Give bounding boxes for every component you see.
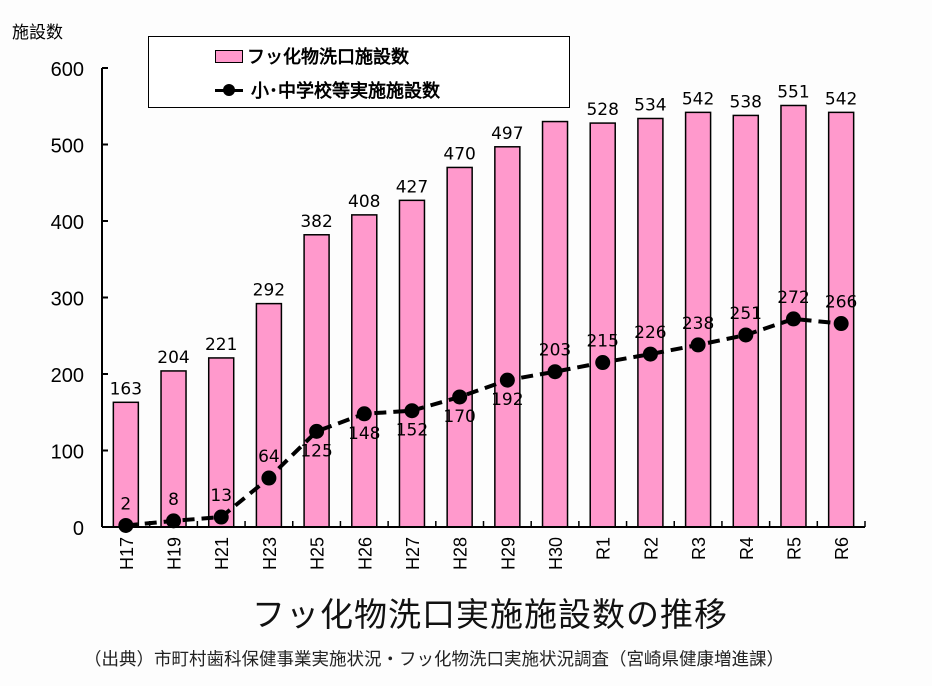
- y-tick-label: 600: [51, 59, 84, 81]
- line-value-label: 170: [443, 407, 475, 427]
- bar: [303, 234, 330, 528]
- line-value-label: 64: [258, 447, 280, 467]
- bar: [351, 214, 378, 528]
- bar: [255, 302, 283, 528]
- x-tick-label: R6: [832, 537, 852, 560]
- line-point: [356, 406, 372, 422]
- chart-source: （出典）市町村歯科保健事業実施状況・フッ化物洗口実施状況調査（宮崎県健康増進課）: [84, 650, 784, 670]
- bar-value-label: 382: [300, 212, 332, 232]
- line-point: [404, 403, 420, 419]
- x-tick-label: R3: [689, 537, 709, 560]
- line-value-label: 238: [682, 314, 714, 334]
- bar: [732, 114, 760, 528]
- bar-value-label: 204: [157, 348, 189, 368]
- bar-value-label: 163: [110, 379, 142, 399]
- chart-title-text: フッ化物洗口実施施設数の推移: [252, 595, 728, 634]
- bar: [112, 401, 140, 528]
- legend: フッ化物洗口施設数 小･中学校等実施施設数: [148, 36, 570, 108]
- bar-value-label: 538: [730, 92, 762, 112]
- x-tick-label: H28: [451, 537, 471, 570]
- line-value-label: 148: [348, 424, 380, 444]
- x-tick-label: R4: [737, 537, 757, 560]
- legend-item-bars: フッ化物洗口施設数: [215, 43, 409, 69]
- line-point: [690, 337, 706, 353]
- line-value-label: 272: [777, 288, 809, 308]
- x-tick-label: H23: [260, 537, 280, 570]
- line-point: [595, 355, 611, 371]
- x-tick-label: H27: [403, 537, 423, 570]
- line-point: [118, 517, 134, 533]
- line-point: [452, 389, 468, 405]
- line-value-label: 215: [586, 332, 618, 352]
- line-point: [738, 327, 754, 343]
- line-value-label: 152: [396, 421, 428, 441]
- line-value-label: 226: [634, 323, 666, 343]
- line-value-label: 8: [168, 490, 179, 510]
- x-tick-label: H25: [308, 537, 328, 570]
- x-tick-label: R1: [594, 537, 614, 560]
- x-tick-label: H17: [117, 537, 137, 570]
- chart-title: フッ化物洗口実施施設数の推移: [0, 588, 932, 636]
- line-point: [309, 423, 325, 439]
- bar-value-label: 542: [825, 89, 857, 109]
- x-tick-label: H21: [212, 537, 232, 570]
- line-value-label: 125: [300, 441, 332, 461]
- bar: [589, 122, 616, 528]
- bar: [494, 146, 521, 528]
- y-tick-label: 100: [51, 442, 84, 464]
- y-tick-label: 200: [51, 365, 84, 387]
- bar-value-label: 528: [586, 100, 618, 120]
- legend-line-label: 小･中学校等実施施設数: [251, 81, 440, 102]
- line-point: [833, 316, 849, 332]
- line-point: [213, 509, 229, 525]
- x-tick-label: R2: [641, 537, 661, 560]
- line-point: [261, 470, 277, 486]
- legend-bar-swatch-icon: [215, 49, 243, 63]
- line-value-label: 203: [539, 341, 571, 361]
- bar-value-label: 427: [396, 177, 428, 197]
- bar: [541, 120, 569, 528]
- bar-value-label: 221: [205, 335, 237, 355]
- x-tick-label: H19: [165, 537, 185, 570]
- bar-value-label: 534: [634, 95, 666, 115]
- legend-item-line: 小･中学校等実施施設数: [215, 77, 440, 103]
- legend-line-marker-icon: [215, 84, 243, 96]
- line-value-label: 266: [825, 293, 857, 313]
- bar-value-label: 470: [443, 144, 475, 164]
- line-point: [642, 346, 658, 362]
- line-value-label: 251: [730, 304, 762, 324]
- bar-value-label: 551: [777, 82, 809, 102]
- line-value-label: 192: [491, 390, 523, 410]
- x-tick-label: H29: [498, 537, 518, 570]
- x-tick-label: H30: [546, 537, 566, 570]
- x-tick-label: R5: [784, 537, 804, 560]
- bar-value-label: 542: [682, 89, 714, 109]
- line-value-label: 13: [210, 486, 232, 506]
- bar: [637, 117, 664, 528]
- legend-bar-label: フッ化物洗口施設数: [247, 47, 409, 68]
- bar-value-label: 408: [348, 192, 380, 212]
- y-axis-unit-label: 施設数: [12, 23, 63, 43]
- bar: [446, 166, 473, 528]
- line-point: [547, 364, 563, 380]
- y-tick-label: 400: [51, 212, 84, 234]
- y-tick-label: 0: [73, 518, 84, 540]
- x-tick-label: H26: [355, 537, 375, 570]
- y-tick-label: 300: [51, 289, 84, 311]
- bar-value-label: 497: [491, 124, 523, 144]
- line-point: [499, 372, 515, 388]
- bar: [398, 199, 426, 528]
- y-tick-label: 500: [51, 136, 84, 158]
- line-point: [166, 513, 182, 529]
- line-value-label: 2: [120, 494, 131, 514]
- line-point: [785, 311, 801, 327]
- bar-value-label: 292: [253, 281, 285, 301]
